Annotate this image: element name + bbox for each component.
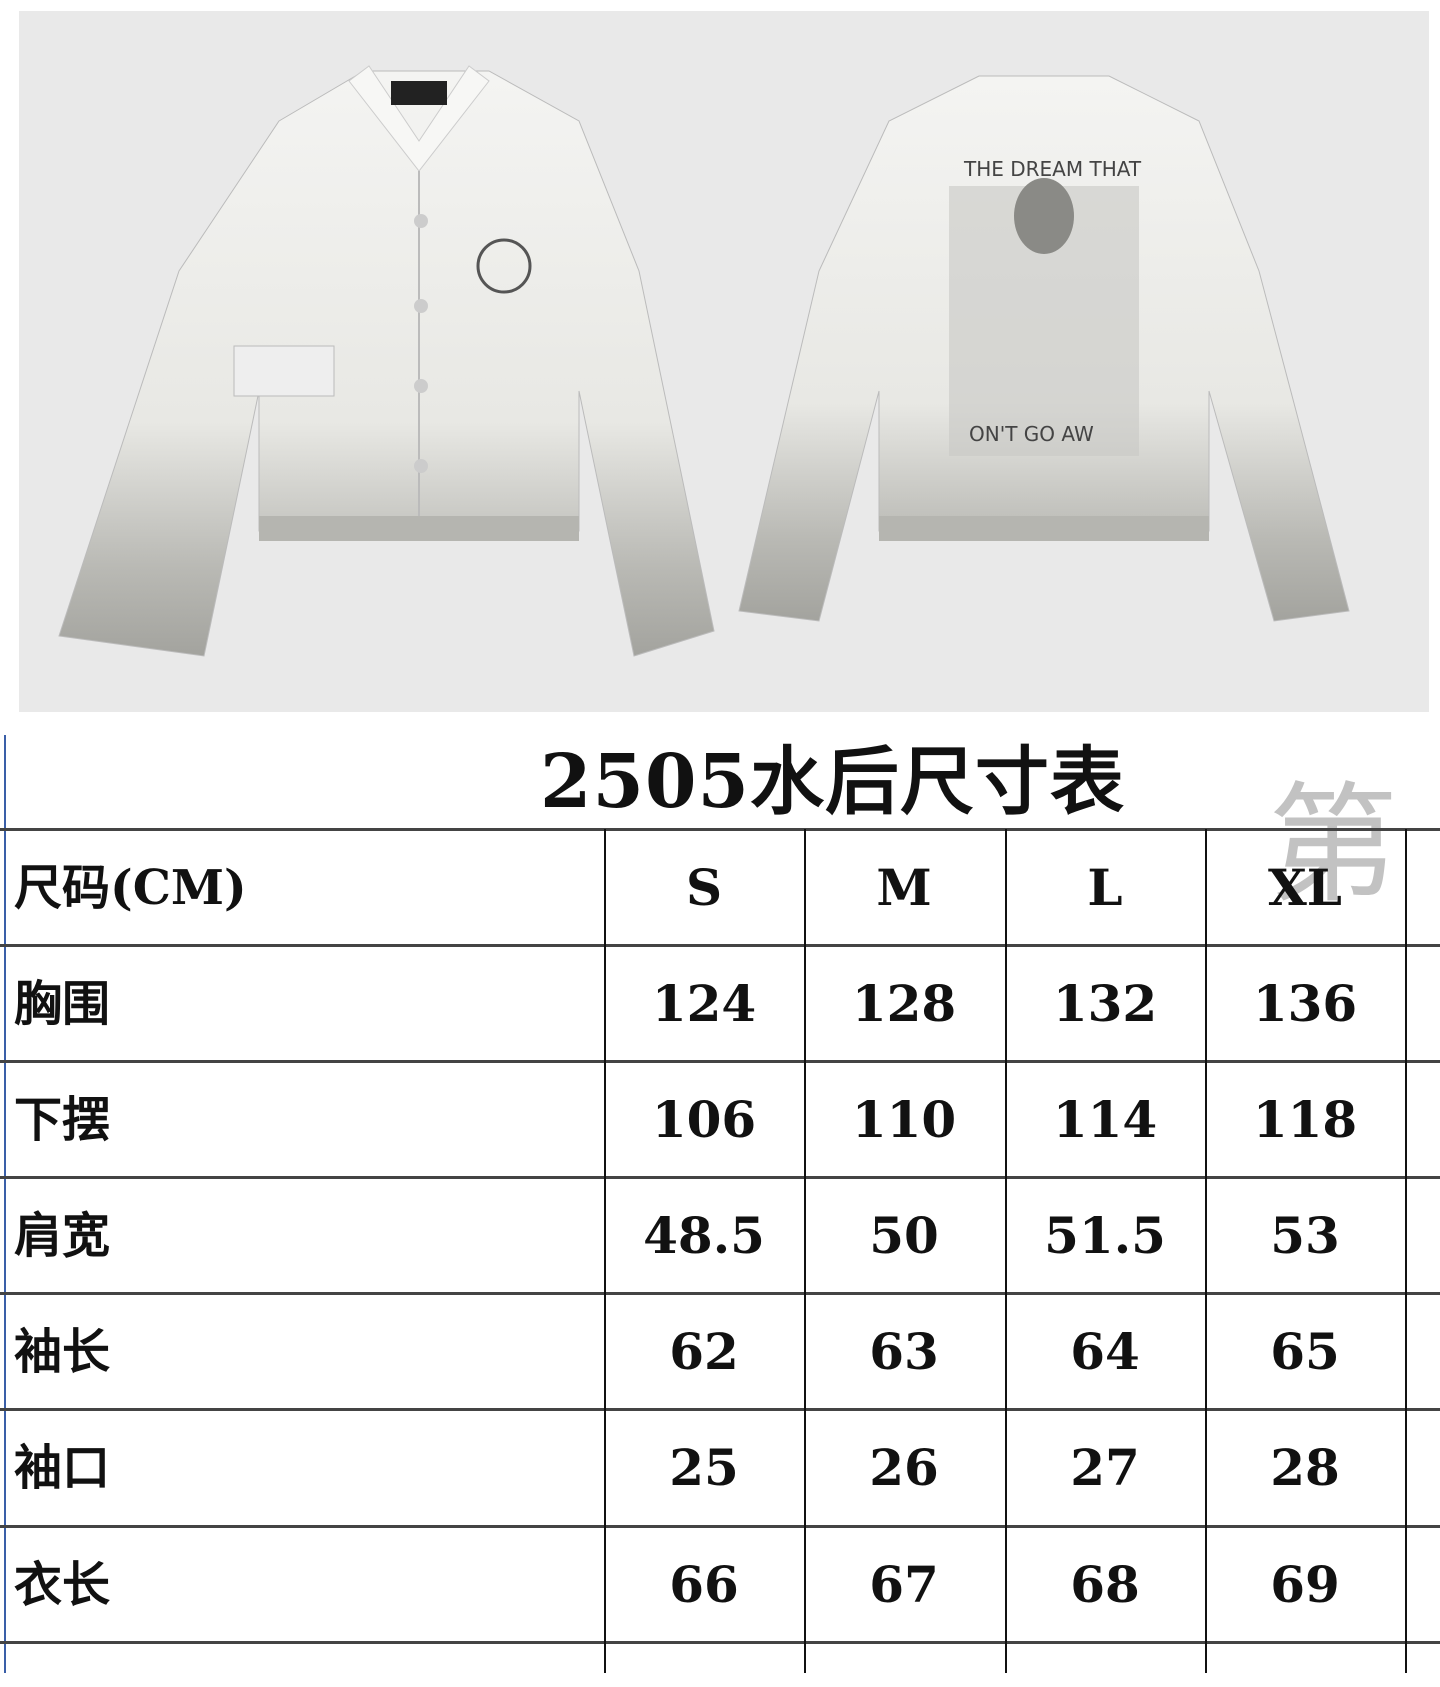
table-cell: 53 bbox=[1270, 1206, 1340, 1265]
table-cell: 28 bbox=[1270, 1438, 1340, 1497]
column-divider bbox=[1405, 829, 1407, 1673]
table-cell: 65 bbox=[1270, 1322, 1340, 1381]
row-label: 下摆 bbox=[14, 1092, 111, 1148]
header-label: 尺码(CM) bbox=[14, 860, 247, 916]
row-divider bbox=[0, 828, 1440, 831]
row-divider bbox=[0, 1176, 1440, 1179]
row-divider bbox=[0, 1408, 1440, 1411]
row-label: 袖口 bbox=[14, 1440, 111, 1496]
table-cell: 106 bbox=[651, 1090, 757, 1149]
table-cell: 66 bbox=[669, 1555, 739, 1614]
table-cell: 26 bbox=[869, 1438, 939, 1497]
brand-label bbox=[391, 81, 447, 105]
table-cell: 25 bbox=[669, 1438, 739, 1497]
row-divider bbox=[0, 944, 1440, 947]
column-divider bbox=[1005, 829, 1007, 1673]
row-label: 肩宽 bbox=[14, 1208, 111, 1264]
row-divider bbox=[0, 1641, 1440, 1644]
column-divider bbox=[804, 829, 806, 1673]
print-text-top: THE DREAM THAT bbox=[963, 157, 1142, 181]
row-label: 胸围 bbox=[14, 976, 111, 1032]
row-divider bbox=[0, 1292, 1440, 1295]
size-header-m: M bbox=[876, 858, 932, 917]
table-cell: 128 bbox=[851, 974, 957, 1033]
table-cell: 110 bbox=[851, 1090, 957, 1149]
table-cell: 68 bbox=[1070, 1555, 1140, 1614]
table-cell: 63 bbox=[869, 1322, 939, 1381]
table-cell: 124 bbox=[651, 974, 757, 1033]
table-cell: 64 bbox=[1070, 1322, 1140, 1381]
row-label: 衣长 bbox=[14, 1557, 111, 1613]
table-left-border bbox=[4, 735, 6, 1673]
table-cell: 51.5 bbox=[1044, 1206, 1166, 1265]
column-divider bbox=[1205, 829, 1207, 1673]
print-text-bottom: ON'T GO AW bbox=[969, 422, 1094, 446]
table-cell: 132 bbox=[1052, 974, 1158, 1033]
size-header-s: S bbox=[685, 858, 723, 917]
front-jacket bbox=[58, 65, 715, 657]
jacket-illustration: THE DREAM THAT ON'T GO AW bbox=[58, 65, 1350, 657]
table-cell: 48.5 bbox=[643, 1206, 765, 1265]
row-divider bbox=[0, 1060, 1440, 1063]
emblem-icon bbox=[476, 238, 532, 294]
table-cell: 114 bbox=[1052, 1090, 1158, 1149]
table-cell: 136 bbox=[1252, 974, 1358, 1033]
table-cell: 50 bbox=[869, 1206, 939, 1265]
row-divider bbox=[0, 1525, 1440, 1528]
row-label: 袖长 bbox=[14, 1324, 111, 1380]
size-header-l: L bbox=[1087, 858, 1123, 917]
watermark: 第 bbox=[1268, 769, 1399, 921]
table-cell: 62 bbox=[669, 1322, 739, 1381]
table-cell: 118 bbox=[1252, 1090, 1358, 1149]
size-header-xl: XL bbox=[1268, 858, 1342, 917]
table-cell: 69 bbox=[1270, 1555, 1340, 1614]
product-photo: THE DREAM THAT ON'T GO AW bbox=[19, 11, 1429, 712]
table-cell: 27 bbox=[1070, 1438, 1140, 1497]
table-cell: 67 bbox=[869, 1555, 939, 1614]
back-jacket: THE DREAM THAT ON'T GO AW bbox=[738, 75, 1350, 622]
column-divider bbox=[604, 829, 606, 1673]
size-chart-title: 2505水后尺寸表 bbox=[540, 739, 1125, 825]
